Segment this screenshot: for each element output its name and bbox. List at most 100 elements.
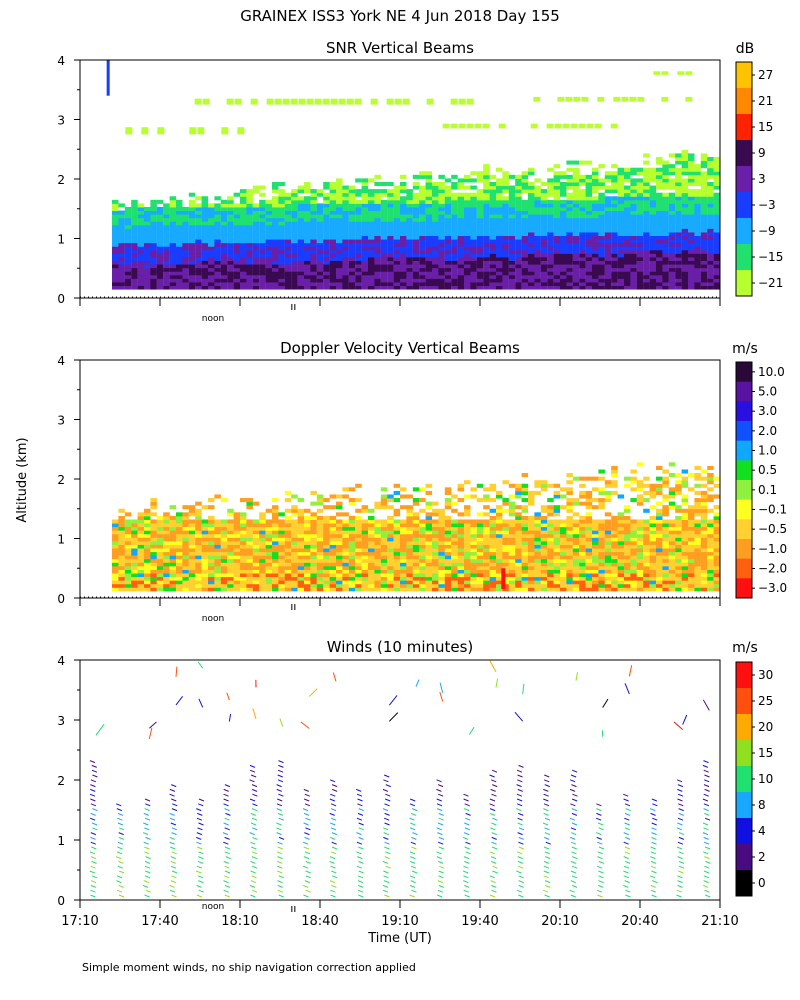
- snr-cell: [528, 181, 535, 187]
- snr-cell: [624, 206, 631, 212]
- doppler-cell: [329, 519, 337, 524]
- snr-cell: [342, 253, 349, 258]
- snr-cell: [643, 267, 650, 272]
- doppler-cell: [624, 583, 631, 588]
- doppler-cell: [483, 562, 490, 567]
- snr-cell: [540, 256, 548, 262]
- doppler-cell: [508, 505, 516, 510]
- snr-cell: [412, 281, 420, 287]
- snr-cell: [656, 285, 663, 290]
- snr-cell: [572, 221, 580, 226]
- snr-cell: [361, 235, 369, 240]
- snr-cell: [348, 228, 356, 233]
- doppler-cell: [592, 498, 599, 503]
- snr-cell: [572, 235, 580, 240]
- snr-cell: [323, 214, 330, 219]
- snr-cell: [502, 264, 509, 269]
- snr-cell: [483, 249, 490, 254]
- doppler-cell: [137, 583, 145, 588]
- doppler-cell: [521, 530, 529, 535]
- snr-cell: [195, 224, 202, 229]
- doppler-cell: [457, 519, 465, 524]
- snr-cell: [329, 189, 337, 194]
- snr-cell: [291, 239, 298, 244]
- snr-cell: [585, 160, 593, 165]
- snr-cell: [508, 235, 516, 240]
- doppler-cell: [553, 548, 561, 553]
- doppler-cell: [355, 569, 362, 574]
- doppler-cell: [560, 540, 567, 545]
- snr-cell: [336, 178, 343, 183]
- doppler-cell: [259, 548, 266, 553]
- snr-cell: [425, 217, 433, 222]
- snr-cell: [240, 221, 247, 226]
- snr-cell: [489, 214, 497, 219]
- snr-cell: [374, 267, 381, 272]
- doppler-cell: [329, 555, 337, 560]
- snr-cell: [534, 221, 541, 226]
- snr-cell: [662, 196, 669, 201]
- doppler-cell: [457, 487, 465, 492]
- snr-cell: [643, 206, 650, 212]
- snr-cell: [156, 199, 164, 204]
- doppler-cell: [201, 548, 209, 553]
- doppler-cell: [348, 498, 356, 503]
- snr-cell: [329, 260, 337, 265]
- snr-cell: [496, 271, 503, 276]
- doppler-cell: [208, 523, 215, 528]
- snr-cell: [214, 221, 221, 226]
- snr-cell: [483, 285, 490, 290]
- snr-cell: [592, 178, 599, 183]
- doppler-cell: [348, 501, 356, 506]
- snr-cell: [188, 203, 196, 208]
- snr-cell: [208, 239, 215, 244]
- snr-cell: [444, 274, 452, 279]
- doppler-cell: [553, 523, 561, 528]
- snr-cell: [195, 228, 202, 233]
- snr-cell: [355, 189, 362, 194]
- doppler-cell: [649, 515, 657, 520]
- doppler-cell: [297, 558, 305, 563]
- snr-cell: [220, 253, 228, 258]
- snr-cell: [707, 274, 714, 279]
- snr-cell: [438, 235, 445, 240]
- snr-cell: [282, 98, 290, 105]
- snr-cell: [342, 278, 349, 283]
- doppler-cell: [227, 583, 234, 588]
- snr-cell: [342, 260, 349, 265]
- doppler-cell: [137, 540, 145, 545]
- doppler-cell: [457, 530, 465, 535]
- snr-cell: [636, 260, 644, 265]
- snr-cell: [227, 239, 234, 244]
- doppler-cell: [342, 494, 349, 499]
- doppler-cell: [336, 530, 343, 535]
- snr-cell: [323, 271, 330, 276]
- snr-cell: [662, 164, 669, 169]
- snr-cell: [112, 253, 119, 258]
- snr-cell: [438, 217, 445, 222]
- doppler-cell: [566, 508, 573, 513]
- snr-cell: [144, 235, 151, 240]
- snr-cell: [560, 278, 567, 283]
- snr-cell: [374, 271, 381, 276]
- snr-cell: [400, 274, 407, 279]
- snr-cell: [617, 192, 625, 197]
- snr-cell: [707, 192, 714, 197]
- snr-cell: [304, 253, 311, 258]
- snr-cell: [361, 217, 369, 222]
- snr-cell: [592, 214, 599, 219]
- snr-cell: [233, 260, 241, 265]
- snr-cell: [425, 224, 433, 229]
- snr-cell: [700, 285, 708, 290]
- snr-cell: [419, 285, 426, 290]
- snr-cell: [624, 278, 631, 283]
- doppler-cell: [502, 533, 509, 538]
- snr-cell: [188, 221, 196, 226]
- doppler-cell: [636, 551, 644, 556]
- snr-cell: [630, 274, 637, 279]
- snr-cell: [310, 203, 317, 208]
- doppler-cell: [521, 562, 529, 567]
- doppler-cell: [368, 530, 375, 535]
- snr-cell: [342, 224, 349, 229]
- snr-cell: [278, 285, 285, 290]
